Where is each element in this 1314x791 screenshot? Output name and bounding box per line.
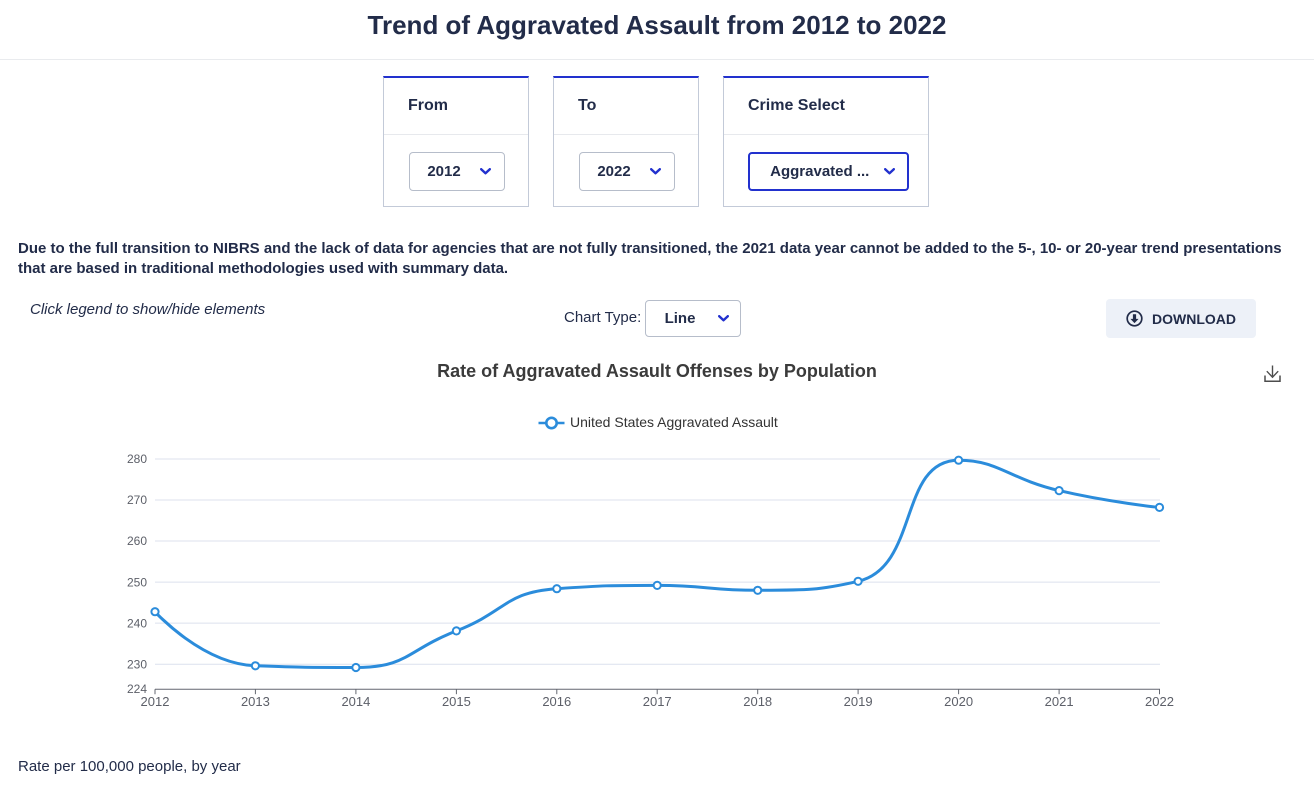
svg-text:2021: 2021 [1045, 694, 1074, 709]
svg-text:2013: 2013 [241, 694, 270, 709]
svg-text:240: 240 [127, 616, 147, 630]
svg-text:270: 270 [127, 493, 147, 507]
svg-text:280: 280 [127, 452, 147, 466]
svg-text:2020: 2020 [944, 694, 973, 709]
svg-text:2022: 2022 [1145, 694, 1174, 709]
svg-text:2016: 2016 [542, 694, 571, 709]
svg-text:230: 230 [127, 657, 147, 671]
svg-text:224: 224 [127, 682, 147, 696]
svg-text:260: 260 [127, 534, 147, 548]
svg-text:2012: 2012 [141, 694, 170, 709]
svg-text:2015: 2015 [442, 694, 471, 709]
svg-text:2014: 2014 [341, 694, 370, 709]
svg-text:250: 250 [127, 575, 147, 589]
svg-text:2017: 2017 [643, 694, 672, 709]
svg-text:2019: 2019 [844, 694, 873, 709]
svg-text:2018: 2018 [743, 694, 772, 709]
